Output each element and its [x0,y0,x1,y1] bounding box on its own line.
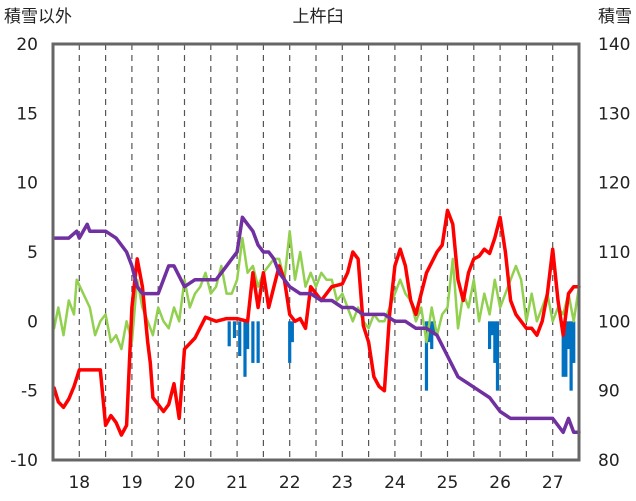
x-tick-label: 22 [279,473,301,493]
plot-frame [51,42,581,462]
precipitation-bar [493,321,497,363]
series-lines [52,208,581,437]
precipitation-bar [227,321,231,347]
x-tick-label: 27 [542,473,564,493]
left-y-tick-label: 0 [27,312,38,332]
precipitation-bar [490,321,494,336]
precipitation-bar [290,321,294,343]
precipitation-bar [561,321,565,377]
right-y-tick-label: 110 [598,243,630,263]
x-tick-label: 25 [437,473,459,493]
left-y-tick-label: 10 [16,174,38,194]
left-y-tick-label: -10 [10,451,38,471]
x-tick-label: 26 [489,473,511,493]
precipitation-bar [564,321,568,377]
right-y-tick-label: 100 [598,312,630,332]
precipitation-bar [232,321,237,338]
right-axis-title: 積雪 [598,7,632,27]
x-tick-labels: 18 19 20 21 22 23 24 25 26 27 [68,473,563,493]
precipitation-bar [256,321,260,363]
precipitation-bar [572,321,576,363]
right-y-tick-label: 130 [598,104,630,124]
left-axis-title: 積雪以外 [4,7,72,27]
precipitation-bar [238,321,242,356]
precipitation-bar [566,321,571,350]
left-y-tick-label: 5 [27,243,38,263]
x-tick-label: 23 [331,473,353,493]
right-y-tick-label: 140 [598,35,630,55]
series-line-temperature [52,208,581,437]
x-tick-label: 18 [68,473,90,493]
right-y-ticks: 140 130 120 110 100 90 80 [598,35,630,471]
x-tick-label: 20 [174,473,196,493]
x-tick-label: 21 [226,473,248,493]
precipitation-bar [487,321,492,350]
right-y-tick-label: 120 [598,174,630,194]
vertical-grid [78,44,554,460]
x-tick-label: 19 [121,473,143,493]
precipitation-bar [569,321,573,391]
chart-title: 上杵臼 [293,7,344,27]
precipitation-bar [432,321,436,336]
precipitation-bar [495,321,500,391]
left-y-tick-label: 15 [16,104,38,124]
precipitation-bar [251,321,255,363]
x-tick-label: 24 [384,473,406,493]
right-y-tick-label: 90 [598,382,620,402]
precipitation-bar [288,321,292,363]
left-y-tick-label: 20 [16,35,38,55]
series-line-snow-depth [52,215,581,435]
precipitation-bar [430,321,434,350]
precipitation-bar [424,321,429,391]
left-y-ticks: 20 15 10 5 0 -5 -10 [10,35,38,471]
precipitation-bar [246,321,250,350]
precipitation-bar [243,321,247,377]
left-y-tick-label: -5 [21,382,38,402]
right-y-tick-label: 80 [598,451,620,471]
precipitation-bars [227,321,576,391]
